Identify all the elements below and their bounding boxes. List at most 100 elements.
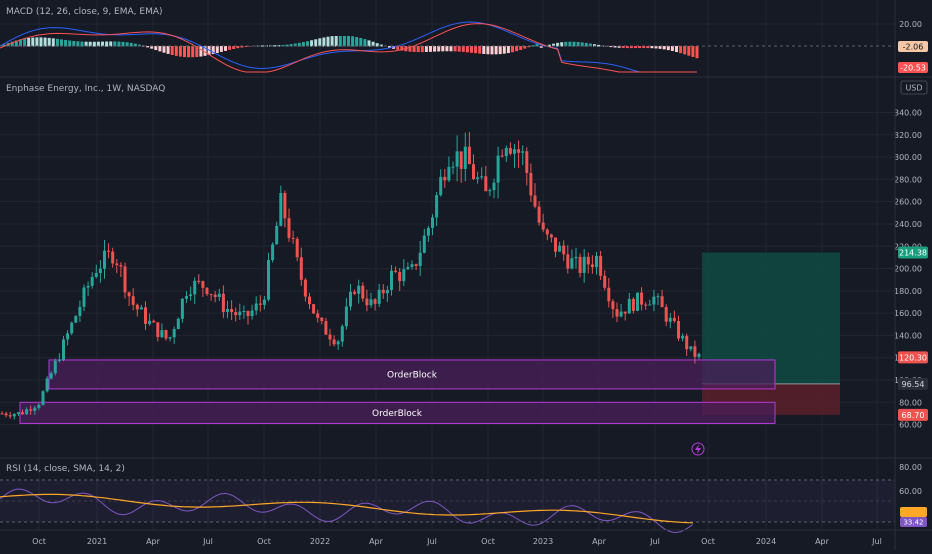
price-badge: 120.30 [898, 351, 928, 364]
candle-body [316, 313, 320, 318]
candle-body [152, 320, 156, 323]
macd-bar [96, 41, 100, 47]
candle-body [652, 296, 656, 305]
macd-bar [617, 46, 621, 48]
candle-body [599, 255, 603, 276]
macd-bar [666, 46, 670, 51]
rsi-badge-value: 33.42 [900, 517, 927, 527]
macd-bar [597, 44, 601, 47]
candle-body [267, 260, 270, 300]
macd-bar [109, 41, 113, 47]
candle-body [127, 292, 131, 297]
macd-bar [670, 46, 674, 51]
macd-bar [306, 41, 309, 47]
macd-bar [502, 46, 506, 54]
macd-bar [416, 46, 420, 53]
candle-body [82, 287, 86, 307]
macd-bar [482, 46, 486, 54]
rsi-line [0, 488, 694, 534]
macd-bar [14, 40, 18, 47]
macd-bar [322, 37, 326, 47]
price-badge-text: 214.38 [899, 249, 927, 258]
macd-bar [457, 46, 461, 52]
macd-bar [474, 46, 478, 54]
macd-bar [92, 41, 96, 47]
candle-body [414, 264, 418, 266]
candle-body [53, 360, 57, 374]
orderblock-lower-label: OrderBlock [372, 409, 423, 419]
candle-body [164, 330, 168, 339]
macd-bar [133, 43, 137, 47]
candle-body [517, 149, 521, 153]
orderblock-lower[interactable]: OrderBlock [19, 401, 776, 424]
macd-bar [68, 40, 72, 47]
macd-bar [588, 43, 592, 47]
price-badge: 68.70 [898, 408, 928, 421]
candle-body [144, 307, 147, 324]
candle-body [660, 296, 664, 308]
candle-body [480, 176, 484, 178]
candle-body [94, 272, 98, 277]
candle-body [377, 289, 381, 304]
candle-body [320, 317, 324, 322]
orderblock-upper[interactable]: OrderBlock [48, 359, 776, 390]
price-badge: 96.54 [898, 377, 928, 390]
candle-body [90, 276, 94, 286]
candle-body [451, 166, 455, 168]
time-axis-label: Apr [369, 537, 384, 546]
price-badge-text: 68.70 [902, 411, 925, 420]
symbol-title[interactable]: Enphase Energy, Inc., 1W, NASDAQ [6, 84, 165, 94]
price-axis-label: 60.00 [899, 421, 922, 430]
macd-signal-line [0, 23, 697, 73]
macd-bar [638, 46, 642, 49]
time-axis-label: 2023 [533, 537, 553, 546]
macd-title[interactable]: MACD (12, 26, close, 9, EMA, EMA) [6, 7, 163, 17]
candle-body [525, 151, 529, 173]
macd-bar [687, 46, 691, 56]
macd-bar [76, 41, 80, 47]
macd-bar [437, 46, 441, 52]
candle-body [74, 315, 78, 323]
candle-body [185, 296, 188, 299]
candle-body [213, 294, 217, 298]
candle-body [631, 298, 635, 311]
candle-body [410, 264, 414, 268]
time-axis[interactable]: Oct 2021 Apr Jul Oct 2022 Apr Jul Oct 2023 Apr Jul O… [32, 537, 882, 546]
macd-bar [351, 36, 355, 47]
macd-bar [478, 46, 482, 54]
candle-body [324, 321, 328, 335]
candle-body [332, 339, 336, 345]
candle-body [242, 310, 246, 312]
macd-bar [195, 46, 199, 58]
macd-bar [125, 42, 129, 47]
currency-button[interactable]: USD [900, 80, 928, 95]
candle-body [349, 291, 352, 307]
price-axis-label: 260.00 [894, 198, 922, 207]
candle-body [45, 378, 49, 392]
macd-bar [43, 37, 47, 47]
macd-bar [498, 46, 502, 55]
lightning-icon[interactable] [691, 442, 705, 456]
macd-bar [400, 46, 404, 51]
price-axis-label: 160.00 [894, 309, 922, 318]
macd-bar [576, 41, 580, 47]
macd-bar [203, 46, 207, 56]
candle-body [344, 306, 348, 327]
candle-body [664, 307, 668, 322]
rsi-title[interactable]: RSI (14, close, SMA, 14, 2) [6, 464, 125, 474]
time-axis-label: 2021 [87, 537, 107, 546]
candle-body [406, 267, 410, 270]
candle-body [472, 164, 475, 180]
rsi-badge-ma [900, 507, 927, 517]
candle-body [357, 285, 361, 294]
price-axis-label: 180.00 [894, 287, 922, 296]
candle-body [49, 373, 53, 379]
candle-body [463, 146, 467, 169]
candle-body [394, 270, 398, 272]
macd-bar [453, 46, 457, 52]
macd-bar [396, 46, 400, 50]
macd-bar [211, 46, 215, 55]
candle-body [262, 299, 266, 305]
macd-bar [449, 46, 453, 52]
